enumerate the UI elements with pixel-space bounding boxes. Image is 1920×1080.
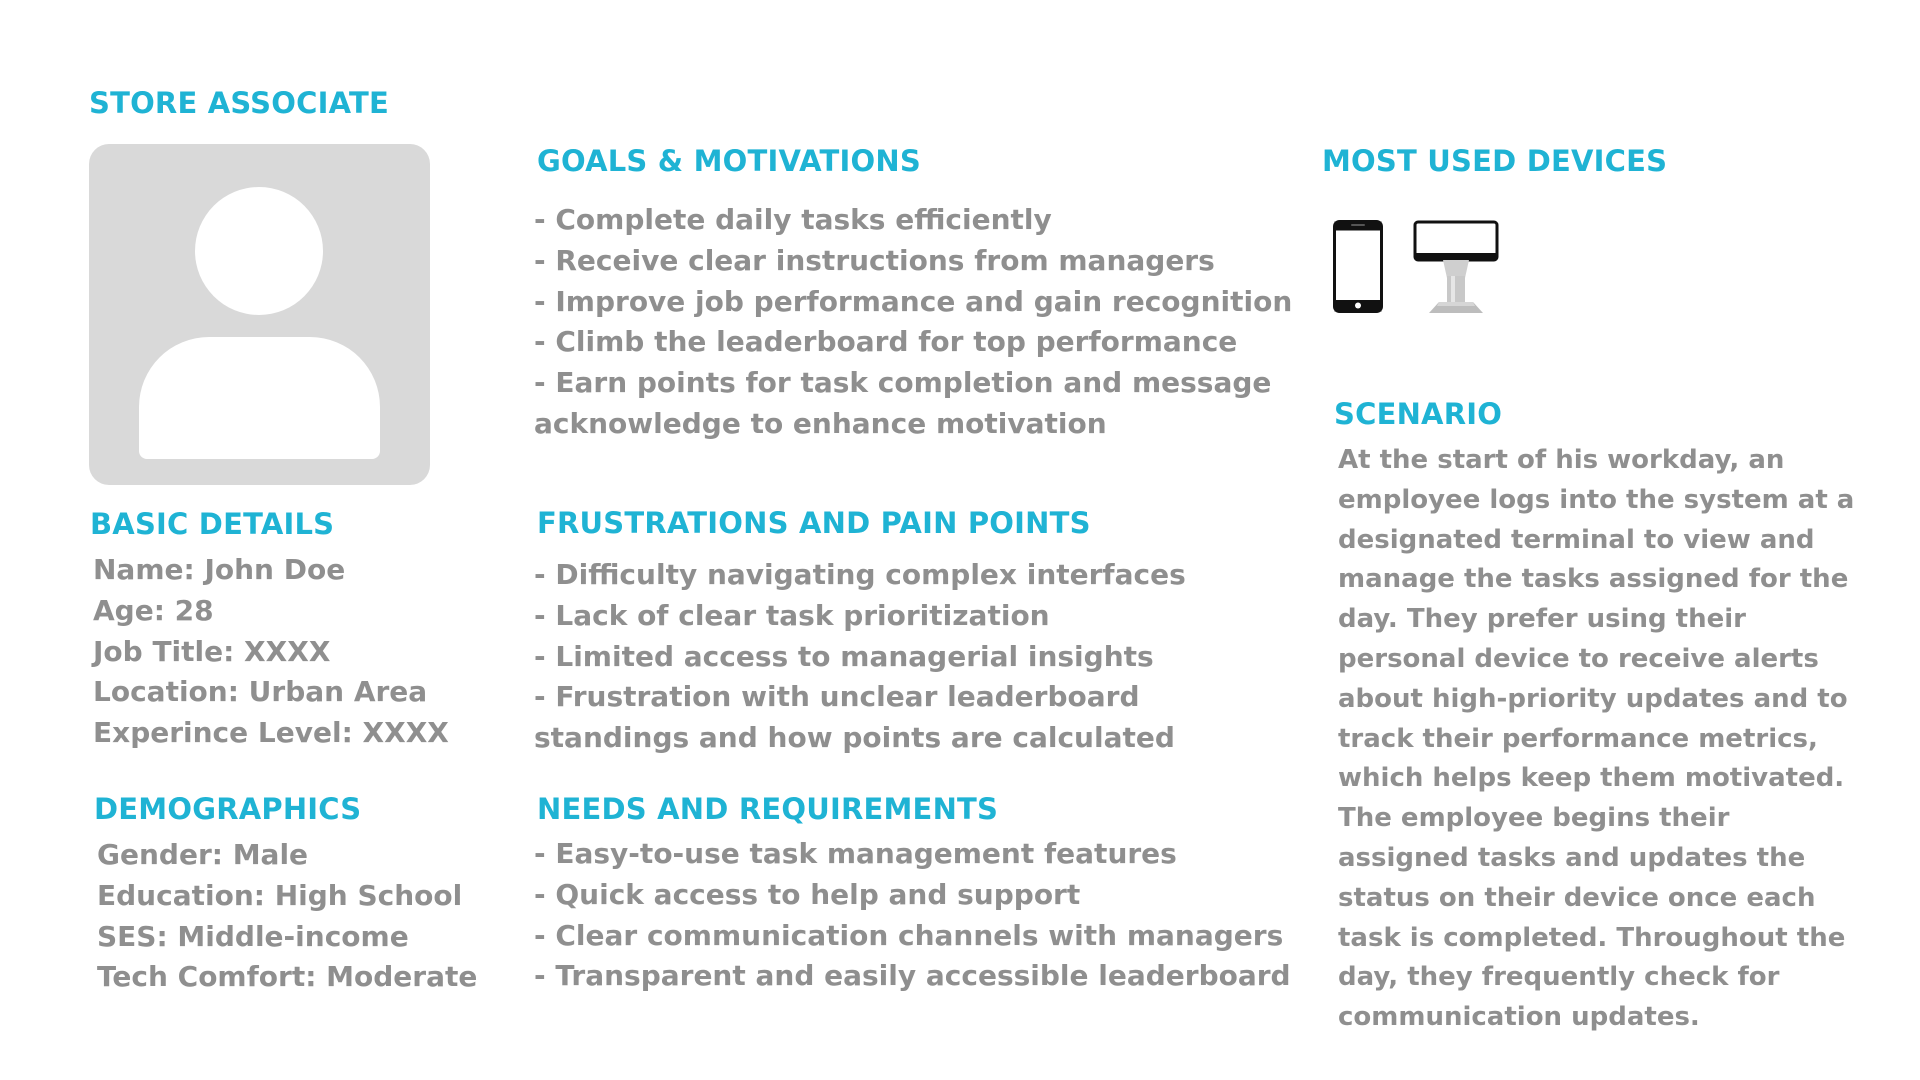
demographics-list: Gender: Male Education: High School SES:… bbox=[97, 835, 477, 998]
goal-line: - Climb the leaderboard for top performa… bbox=[534, 325, 1238, 359]
demographics-heading: DEMOGRAPHICS bbox=[94, 792, 362, 826]
basic-detail-experience: Experince Level: XXXX bbox=[93, 716, 449, 750]
need-line: - Transparent and easily accessible lead… bbox=[534, 959, 1291, 993]
basic-details-list: Name: John Doe Age: 28 Job Title: XXXX L… bbox=[93, 550, 449, 754]
frustration-line: - Frustration with unclear leaderboard bbox=[534, 680, 1140, 714]
scenario-text: At the start of his workday, an employee… bbox=[1338, 445, 1855, 1033]
goal-line: - Receive clear instructions from manage… bbox=[534, 243, 1215, 277]
demographic-education: Education: High School bbox=[97, 878, 463, 912]
need-line: - Easy-to-use task management features bbox=[534, 837, 1177, 870]
goal-line: - Complete daily tasks efficiently bbox=[534, 203, 1052, 236]
frustration-line: - Difficulty navigating complex interfac… bbox=[534, 558, 1186, 591]
goal-line: acknowledge to enhance motivation bbox=[534, 406, 1107, 440]
avatar-shoulders bbox=[139, 337, 380, 459]
goals-list: - Complete daily tasks efficiently - Rec… bbox=[534, 200, 1292, 445]
scenario-heading: SCENARIO bbox=[1334, 397, 1503, 431]
need-line: - Quick access to help and support bbox=[534, 877, 1081, 911]
frustrations-list: - Difficulty navigating complex interfac… bbox=[534, 555, 1186, 759]
frustration-line: - Limited access to managerial insights bbox=[534, 639, 1154, 673]
persona-title: STORE ASSOCIATE bbox=[89, 86, 389, 120]
needs-list: - Easy-to-use task management features -… bbox=[534, 834, 1291, 997]
basic-detail-age: Age: 28 bbox=[93, 593, 214, 627]
need-line: - Clear communication channels with mana… bbox=[534, 918, 1284, 952]
goal-line: - Earn points for task completion and me… bbox=[534, 366, 1272, 400]
basic-detail-location: Location: Urban Area bbox=[93, 675, 428, 709]
basic-details-heading: BASIC DETAILS bbox=[90, 507, 335, 541]
frustration-line: - Lack of clear task prioritization bbox=[534, 598, 1050, 632]
needs-heading: NEEDS AND REQUIREMENTS bbox=[537, 792, 999, 826]
basic-detail-name: Name: John Doe bbox=[93, 553, 346, 586]
basic-detail-job-title: Job Title: XXXX bbox=[93, 634, 331, 668]
frustration-line: standings and how points are calculated bbox=[534, 721, 1175, 755]
demographic-gender: Gender: Male bbox=[97, 838, 309, 871]
devices-heading: MOST USED DEVICES bbox=[1322, 144, 1668, 178]
kiosk-terminal-icon bbox=[1413, 220, 1499, 313]
goals-heading: GOALS & MOTIVATIONS bbox=[537, 144, 921, 178]
demographic-tech-comfort: Tech Comfort: Moderate bbox=[97, 960, 478, 994]
frustrations-heading: FRUSTRATIONS AND PAIN POINTS bbox=[537, 506, 1091, 540]
avatar-placeholder bbox=[89, 144, 430, 485]
smartphone-icon bbox=[1333, 220, 1383, 313]
avatar-head bbox=[195, 187, 323, 315]
goal-line: - Improve job performance and gain recog… bbox=[534, 284, 1293, 318]
demographic-ses: SES: Middle-income bbox=[97, 919, 409, 953]
